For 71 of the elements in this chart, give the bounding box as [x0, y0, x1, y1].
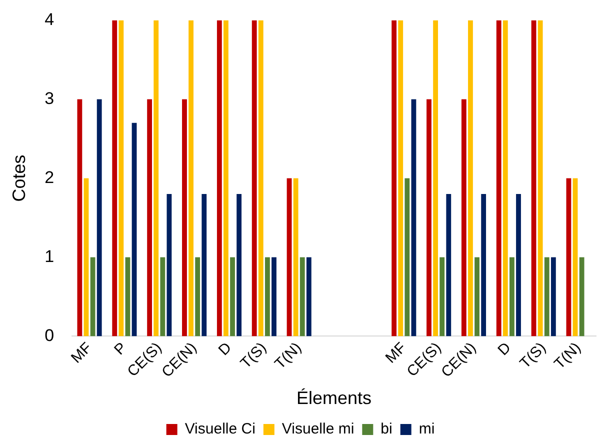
x-tick-label: T(N)	[551, 339, 584, 373]
bar	[90, 257, 96, 336]
bar	[188, 20, 194, 336]
bar	[481, 194, 486, 336]
bar	[264, 257, 270, 336]
bar	[404, 178, 410, 336]
legend-label: Visuelle mi	[282, 420, 354, 438]
x-tick-label: T(S)	[237, 339, 270, 372]
bar	[433, 20, 438, 336]
bar	[446, 194, 452, 336]
bar	[236, 194, 242, 336]
bar	[216, 20, 222, 336]
bar	[230, 257, 235, 336]
y-axis-title: Cotes	[8, 154, 29, 202]
legend-label: mi	[418, 420, 435, 438]
bar	[154, 20, 159, 336]
bar	[392, 20, 397, 336]
bar	[84, 178, 89, 336]
legend-label: bi	[380, 420, 392, 438]
bar	[77, 99, 82, 336]
x-tick-label: MF	[68, 339, 96, 367]
bar	[258, 20, 264, 336]
bar	[411, 99, 416, 336]
bar	[474, 257, 480, 336]
bar	[118, 20, 124, 336]
bar	[252, 20, 257, 336]
bar	[272, 257, 276, 336]
bar	[440, 257, 445, 336]
bar	[579, 257, 584, 336]
bar	[224, 20, 228, 336]
bar	[572, 178, 578, 336]
bar	[293, 178, 298, 336]
bar	[426, 99, 432, 336]
bar	[502, 20, 508, 336]
bar	[96, 99, 102, 336]
x-tick-label: T(N)	[272, 339, 305, 373]
bar	[286, 178, 292, 336]
bar	[182, 99, 187, 336]
bar	[468, 20, 473, 336]
bar	[550, 257, 556, 336]
bar	[147, 99, 152, 336]
bar	[398, 20, 404, 336]
bar	[202, 194, 207, 336]
bar	[544, 257, 550, 336]
bar	[566, 178, 572, 336]
y-tick-label: 3	[44, 88, 54, 108]
bar	[461, 99, 466, 336]
x-tick-label: MF	[382, 339, 410, 367]
y-tick-label: 2	[44, 168, 54, 187]
bar	[160, 257, 166, 336]
bar	[125, 257, 130, 336]
bar	[516, 194, 521, 336]
bar	[531, 20, 536, 336]
bar	[166, 194, 172, 336]
y-tick-label: 4	[44, 10, 54, 29]
x-tick-label: D	[494, 339, 515, 359]
x-tick-label: T(S)	[516, 339, 550, 372]
y-tick-label: 1	[44, 246, 54, 266]
bar	[306, 257, 312, 336]
bar	[112, 20, 118, 336]
x-axis-title: Élements	[296, 388, 372, 408]
x-tick-label: P	[111, 339, 130, 358]
y-tick-label: 0	[44, 326, 54, 345]
bar	[300, 257, 305, 336]
legend-label: Visuelle Ci	[184, 420, 256, 438]
bar	[509, 257, 514, 336]
bar	[195, 257, 200, 336]
bar	[538, 20, 543, 336]
bar	[132, 122, 137, 336]
bar	[496, 20, 502, 336]
x-tick-label: D	[215, 339, 236, 359]
